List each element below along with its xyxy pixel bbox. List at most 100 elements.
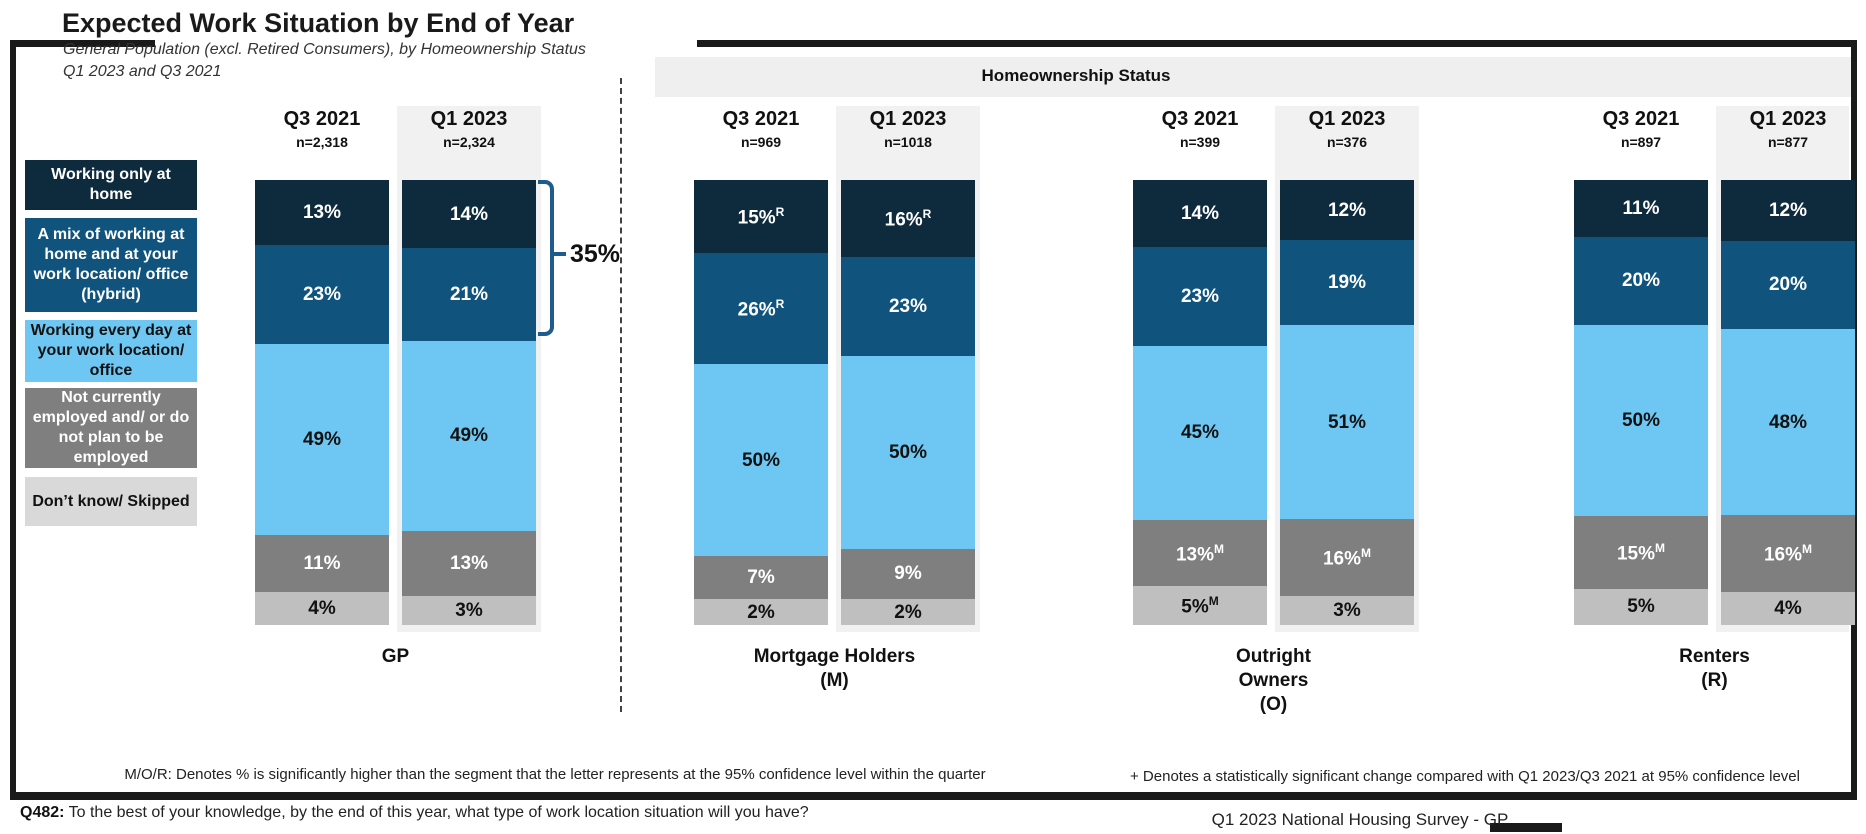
sample-size-label: n=1018 bbox=[884, 134, 932, 150]
legend-item-label: Don’t know/ Skipped bbox=[32, 492, 190, 510]
segment-value-label: 19% bbox=[1327, 272, 1367, 294]
stacked-bar-renters-r-q1-2023: 12% 20% 48% 16%M 4% bbox=[1721, 180, 1855, 625]
group-mortgage-holders-m: Q3 2021 n=969 15%R 26%R 50% 7% 2% Q1 2023 n=1018… bbox=[694, 106, 980, 691]
segment-value-label: 13% bbox=[449, 552, 489, 574]
bar-segment: 15%R bbox=[694, 180, 828, 254]
sample-size-label: n=897 bbox=[1620, 134, 1662, 150]
bar-segment: 20% bbox=[1721, 240, 1855, 330]
significance-superscript: R bbox=[775, 204, 785, 219]
bar-segment: 5% bbox=[1574, 588, 1708, 625]
bar-segment: 50% bbox=[694, 364, 828, 556]
survey-question-number: Q482: bbox=[20, 804, 65, 821]
subtitle-line-1: General Population (excl. Retired Consum… bbox=[63, 41, 586, 58]
group-name-gp: GP bbox=[255, 645, 536, 669]
legend-item-label: A mix of working at home and at your wor… bbox=[33, 226, 189, 303]
period-label: Q1 2023 bbox=[1308, 108, 1386, 130]
segment-value-label: 5%M bbox=[1181, 594, 1219, 618]
sample-size-label: n=2,318 bbox=[296, 134, 348, 150]
segment-value-label: 49% bbox=[302, 428, 342, 450]
footnote-significance-plus: + Denotes a statistically significant ch… bbox=[1130, 768, 1800, 785]
legend-item-4: Don’t know/ Skipped bbox=[25, 477, 197, 526]
bar-segment: 16%M bbox=[1721, 515, 1855, 593]
bar-segment: 20% bbox=[1574, 236, 1708, 325]
segment-value-label: 3% bbox=[1333, 599, 1361, 621]
frame-top-right-segment bbox=[697, 40, 1857, 47]
sample-size-label: n=969 bbox=[740, 134, 782, 150]
period-label: Q3 2021 bbox=[1161, 108, 1239, 130]
bar-segment: 23% bbox=[255, 244, 389, 344]
stacked-bar-outright-owners-o-q3-2021: 14% 23% 45% 13%M 5%M bbox=[1133, 180, 1267, 625]
segment-value-label: 16%R bbox=[884, 206, 932, 231]
segment-value-label: 9% bbox=[894, 563, 922, 585]
segment-value-label: 2% bbox=[894, 601, 922, 623]
sample-size-label: n=399 bbox=[1179, 134, 1221, 150]
frame-top-left-segment bbox=[10, 40, 155, 47]
significance-superscript: M bbox=[1655, 540, 1666, 555]
segment-value-label: 14% bbox=[449, 203, 489, 225]
column-header: Q1 2023 n=2,324 bbox=[402, 108, 536, 150]
bar-segment: 50% bbox=[841, 355, 975, 549]
segment-value-label: 16%M bbox=[1763, 541, 1813, 566]
segment-value-label: 48% bbox=[1768, 411, 1808, 433]
stacked-bar-renters-r-q3-2021: 11% 20% 50% 15%M 5% bbox=[1574, 180, 1708, 625]
footnote-significance-letters: M/O/R: Denotes % is significantly higher… bbox=[124, 766, 986, 783]
bar-segment: 49% bbox=[255, 344, 389, 535]
bar-segment: 14% bbox=[1133, 180, 1267, 248]
significance-superscript: R bbox=[922, 206, 932, 221]
stacked-bar-mortgage-holders-m-q3-2021: 15%R 26%R 50% 7% 2% bbox=[694, 180, 828, 625]
brace-bracket bbox=[538, 180, 554, 336]
group-name-line: Renters bbox=[1679, 646, 1750, 667]
bracket-annotation-label: 35% bbox=[570, 240, 621, 268]
page-title: Expected Work Situation by End of Year bbox=[62, 8, 575, 38]
frame-bottom-border bbox=[10, 792, 1857, 800]
survey-question: Q482: To the best of your knowledge, by … bbox=[20, 804, 809, 822]
bar-segment: 13% bbox=[402, 531, 536, 596]
legend-item-label: Working every day at your work location/… bbox=[30, 322, 192, 379]
bar-segment: 45% bbox=[1133, 345, 1267, 521]
segment-value-label: 15%R bbox=[737, 204, 785, 229]
bar-segment: 2% bbox=[841, 599, 975, 626]
column-header: Q1 2023 n=877 bbox=[1721, 108, 1855, 150]
bar-segment: 48% bbox=[1721, 329, 1855, 516]
stacked-bar-outright-owners-o-q1-2023: 12% 19% 51% 16%M 3% bbox=[1280, 180, 1414, 626]
segment-value-label: 20% bbox=[1621, 270, 1661, 292]
bar-segment: 5%M bbox=[1133, 586, 1267, 625]
bar-segment: 14% bbox=[402, 180, 536, 248]
segment-value-label: 5% bbox=[1627, 596, 1655, 618]
column-header: Q3 2021 n=897 bbox=[1574, 108, 1708, 150]
bar-segment: 16%R bbox=[841, 180, 975, 257]
group-name-renters-r: Renters (R) bbox=[1574, 645, 1855, 693]
segment-value-label: 45% bbox=[1180, 422, 1220, 444]
segment-value-label: 2% bbox=[747, 601, 775, 623]
bar-segment: 51% bbox=[1280, 324, 1414, 520]
bar-segment: 49% bbox=[402, 340, 536, 531]
bar-segment: 23% bbox=[841, 256, 975, 356]
period-label: Q1 2023 bbox=[1749, 108, 1827, 130]
segment-value-label: 15%M bbox=[1616, 540, 1666, 564]
stacked-bar-gp-q1-2023: 14% 21% 49% 13% 3% bbox=[402, 180, 536, 625]
subtitle-line-2: Q1 2023 and Q3 2021 bbox=[63, 63, 222, 80]
group-name-mortgage-holders-m: Mortgage Holders (M) bbox=[694, 645, 975, 693]
segment-value-label: 4% bbox=[308, 598, 336, 619]
significance-superscript: R bbox=[775, 297, 785, 312]
bar-segment: 21% bbox=[402, 248, 536, 341]
sample-size-label: n=2,324 bbox=[443, 134, 495, 150]
bar-segment: 9% bbox=[841, 548, 975, 600]
group-name-line: (O) bbox=[1259, 694, 1288, 715]
group-outright-owners-o: Q3 2021 n=399 14% 23% 45% 13%M 5%M Q1 2023 n=376… bbox=[1133, 106, 1419, 715]
segment-value-label: 14% bbox=[1180, 203, 1220, 225]
group-name-line: (R) bbox=[1701, 670, 1728, 691]
brace-bracket-nub bbox=[554, 252, 566, 256]
bar-segment: 12% bbox=[1280, 180, 1414, 241]
legend-item-0: Working only at home bbox=[25, 160, 197, 210]
group-name-line: Owners bbox=[1238, 670, 1309, 691]
segment-value-label: 12% bbox=[1768, 199, 1808, 221]
group-name-outright-owners-o: Outright Owners (O) bbox=[1133, 645, 1414, 717]
column-header: Q3 2021 n=399 bbox=[1133, 108, 1267, 150]
bar-segment: 26%R bbox=[694, 253, 828, 365]
period-label: Q3 2021 bbox=[1602, 108, 1680, 130]
segment-value-label: 13% bbox=[302, 201, 342, 223]
segment-value-label: 50% bbox=[741, 449, 781, 471]
segment-value-label: 4% bbox=[1774, 598, 1802, 620]
segment-value-label: 50% bbox=[1621, 409, 1661, 431]
